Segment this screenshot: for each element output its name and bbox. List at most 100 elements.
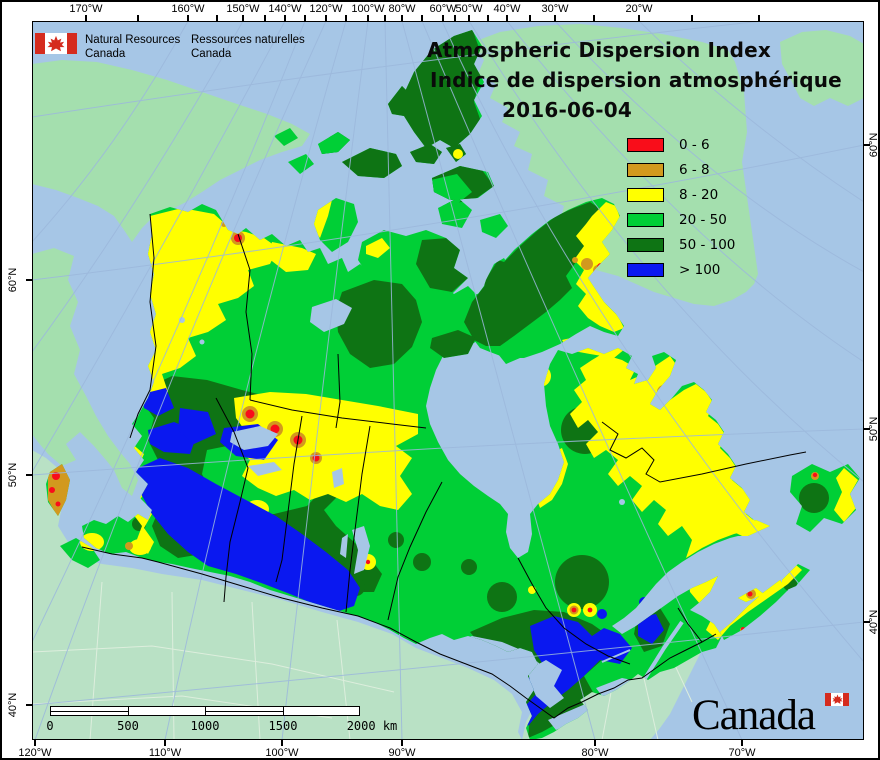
axis-tick — [593, 15, 595, 21]
axis-label-bottom: 70°W — [728, 747, 756, 759]
axis-label-top: 50°W — [455, 3, 483, 15]
legend-label: 8 - 20 — [679, 186, 719, 203]
axis-label-bottom: 110°W — [148, 747, 182, 759]
yukon-nwt-border — [237, 233, 253, 401]
legend-item: 6 - 8 — [627, 157, 735, 182]
axis-label-top: 120°W — [309, 3, 343, 15]
foreign-land — [32, 24, 864, 496]
ab-sk-border — [275, 415, 303, 583]
lake-winnipeg — [352, 526, 370, 574]
axis-label-right: 40°N — [868, 609, 880, 635]
legend-label: 50 - 100 — [679, 236, 736, 253]
axis-tick — [758, 15, 760, 21]
mb-on-border — [387, 481, 443, 621]
maple-leaf-icon — [831, 694, 843, 704]
axis-tick — [864, 428, 870, 430]
axis-tick — [487, 15, 489, 21]
flag-bar-left — [35, 33, 45, 54]
legend-label: 0 - 6 — [679, 136, 710, 153]
canada-wordmark: Canada — [692, 692, 816, 739]
axis-tick — [401, 740, 403, 746]
nrcan-en-line2: Canada — [85, 48, 126, 60]
axis-tick — [345, 15, 347, 21]
axis-tick — [26, 474, 32, 476]
axis-tick — [594, 740, 596, 746]
axis-tick — [281, 740, 283, 746]
scale-divider — [205, 707, 206, 715]
maine-nb-border — [677, 607, 703, 643]
flag-bar-right — [67, 33, 77, 54]
map-date: 2016-06-04 — [502, 98, 632, 122]
scalebar-label: 500 — [117, 719, 139, 733]
scale-divider — [128, 707, 129, 715]
adi-legend: 0 - 6 6 - 8 8 - 20 20 - 50 50 - 100 > 100 — [627, 132, 735, 282]
us-border — [81, 546, 717, 719]
graticule — [32, 21, 864, 740]
axis-tick — [468, 15, 470, 21]
axis-tick — [164, 740, 166, 746]
scalebar-label: 2000 km — [346, 719, 398, 733]
nrcan-en-line1: Natural Resources — [85, 34, 181, 46]
axis-tick — [384, 15, 386, 21]
axis-tick — [421, 15, 423, 21]
sk-mb-border — [345, 425, 371, 613]
legend-label: 6 - 8 — [679, 161, 710, 178]
lakes — [179, 299, 684, 736]
scale-divider — [283, 707, 284, 715]
legend-item: 20 - 50 — [627, 207, 735, 232]
scalebar-label: 0 — [46, 719, 54, 733]
map-title-en: Atmospheric Dispersion Index — [426, 38, 772, 62]
legend-item: 50 - 100 — [627, 232, 735, 257]
axis-label-top: 40°W — [493, 3, 521, 15]
axis-label-left: 40°N — [7, 692, 19, 718]
legend-item: 0 - 6 — [627, 132, 735, 157]
legend-item: > 100 — [627, 257, 735, 282]
axis-label-top: 170°W — [69, 3, 103, 15]
bc-ab-border — [215, 397, 249, 603]
legend-swatch-0 — [627, 137, 664, 152]
nwt-nu-border — [335, 353, 341, 429]
legend-item: 8 - 20 — [627, 182, 735, 207]
nrcan-fr-line2: Canada — [191, 48, 232, 60]
axis-label-top: 150°W — [226, 3, 260, 15]
wordmark-flag-icon — [825, 693, 849, 706]
scalebar-label: 1500 — [268, 719, 298, 733]
axis-label-right: 60°N — [868, 132, 880, 158]
axis-tick — [325, 15, 327, 21]
political-borders — [81, 213, 807, 719]
axis-tick — [264, 15, 266, 21]
axis-tick — [864, 621, 870, 623]
axis-label-right: 50°N — [868, 416, 880, 442]
axis-tick — [554, 15, 556, 21]
axis-tick — [26, 704, 32, 706]
axis-label-top: 20°W — [625, 3, 653, 15]
axis-tick — [34, 740, 36, 746]
axis-tick — [864, 144, 870, 146]
axis-tick — [284, 15, 286, 21]
nrcan-fr-line1: Ressources naturelles — [191, 34, 305, 46]
axis-label-bottom: 80°W — [581, 747, 609, 759]
greenland — [468, 24, 758, 306]
scale-midline — [206, 710, 283, 712]
axis-tick — [401, 15, 403, 21]
us-state-borders — [32, 581, 693, 740]
axis-tick — [216, 15, 218, 21]
legend-swatch-4 — [627, 237, 664, 252]
legend-label: > 100 — [679, 261, 721, 278]
axis-label-top: 30°W — [541, 3, 569, 15]
maple-leaf-icon — [47, 35, 65, 51]
nrcan-logo: Natural Resources Canada Ressources natu… — [35, 33, 311, 61]
axis-label-bottom: 100°W — [265, 747, 299, 759]
axis-label-bottom: 120°W — [18, 747, 52, 759]
axis-tick — [442, 15, 444, 21]
legend-swatch-1 — [627, 162, 664, 177]
axis-label-top: 80°W — [388, 3, 416, 15]
axis-tick — [304, 15, 306, 21]
axis-tick — [529, 15, 531, 21]
us-west — [32, 450, 522, 740]
axis-label-bottom: 90°W — [388, 747, 416, 759]
scale-bar — [50, 706, 360, 716]
axis-tick — [187, 15, 189, 21]
axis-tick — [26, 279, 32, 281]
